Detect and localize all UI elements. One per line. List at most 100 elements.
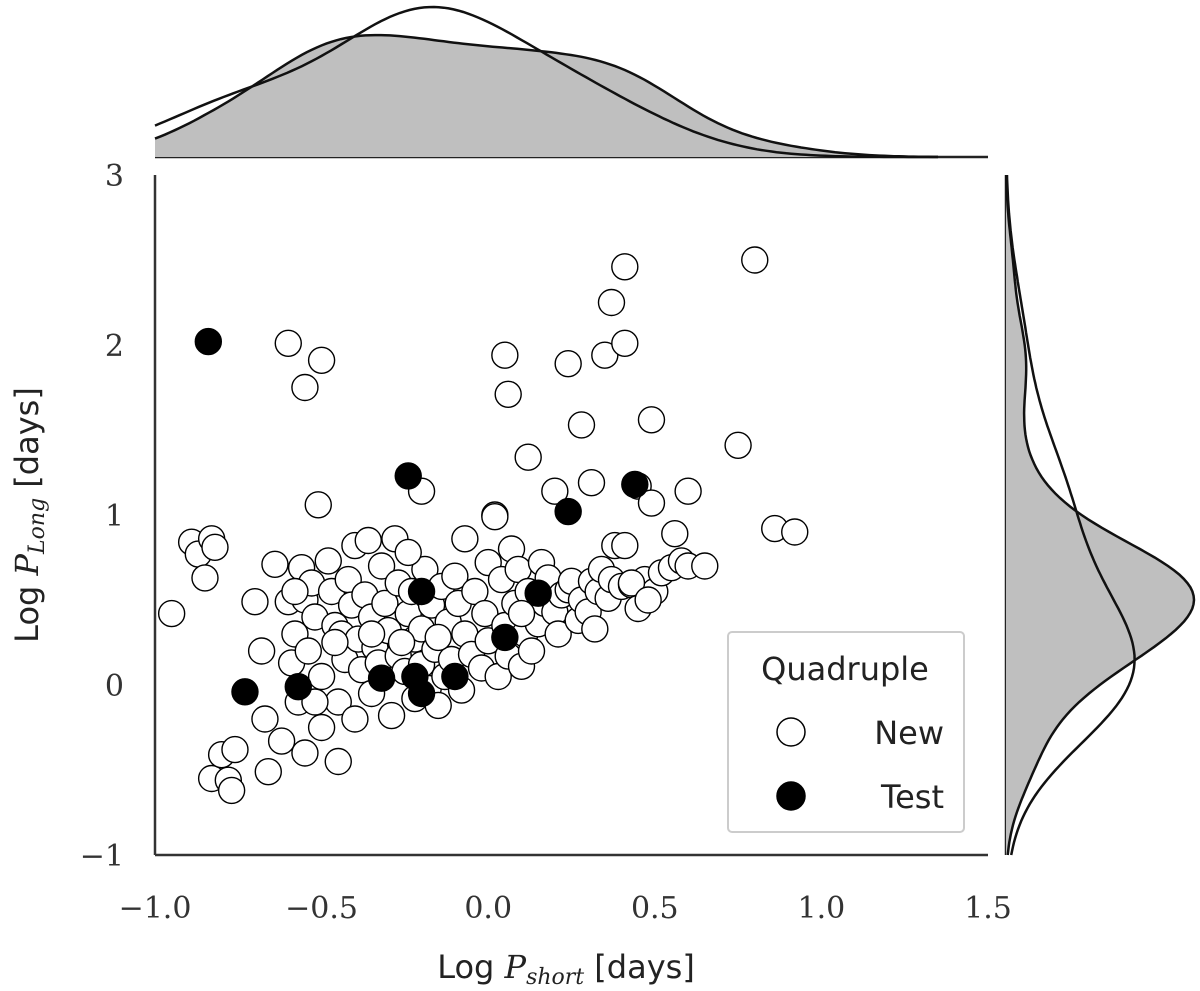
point-new [597, 288, 626, 317]
point-new [261, 550, 289, 578]
y-tick-label: 2 [105, 329, 124, 364]
point-new [691, 552, 719, 580]
point-test [367, 664, 396, 692]
point-new [637, 406, 666, 434]
y-axis-label-prefix: Log [8, 575, 46, 642]
legend-marker-new [776, 717, 806, 747]
legend-label-new: New [874, 714, 944, 752]
point-new [377, 701, 406, 730]
point-new [611, 329, 639, 357]
point-new [291, 739, 319, 767]
point-test [284, 673, 312, 701]
point-test [491, 623, 519, 652]
x-axis-label-subscript: short [526, 965, 584, 990]
x-axis-label: Log Pshort [days] [437, 948, 695, 990]
point-new [294, 637, 322, 665]
kde-line-test-y [1005, 174, 1136, 856]
point-new [267, 727, 296, 755]
point-new [281, 577, 309, 606]
point-new [371, 589, 399, 618]
point-new [307, 346, 336, 374]
point-new [554, 350, 582, 378]
point-new [544, 620, 572, 648]
point-new [304, 491, 332, 519]
point-new [481, 503, 509, 531]
kde-line-new-x [154, 33, 938, 159]
point-new [781, 518, 809, 546]
point-new [221, 735, 249, 764]
point-new [611, 531, 639, 560]
x-axis-label-prefix: Log [437, 948, 504, 986]
x-tick-label: 1.0 [798, 891, 846, 926]
main-axes: −1.0 −0.5 0.0 0.5 1.0 1.5 −1 0 1 2 3 [80, 159, 1012, 926]
point-new [451, 525, 479, 553]
point-new [611, 253, 639, 281]
point-new [314, 547, 342, 575]
y-tick-label: 3 [105, 159, 124, 194]
point-new [394, 538, 422, 567]
point-new [367, 552, 396, 580]
point-test [407, 577, 436, 606]
y-axis-label-subscript: Long [25, 498, 50, 555]
point-new [251, 705, 279, 733]
legend-label-test: Test [880, 778, 944, 816]
y-tick-label: 1 [105, 499, 124, 534]
point-new [741, 246, 769, 274]
point-new [517, 637, 546, 665]
point-new [241, 588, 269, 616]
point-new [661, 520, 689, 548]
point-new [441, 562, 469, 590]
point-new [191, 564, 219, 592]
point-new [217, 776, 246, 805]
point-new [724, 431, 752, 459]
y-axis-label-suffix: [days] [8, 387, 46, 498]
x-tick-label: −1.0 [119, 891, 192, 926]
y-axis-label-symbol: P [8, 553, 46, 576]
legend-marker-test [776, 781, 806, 811]
point-new [507, 599, 536, 628]
point-test [524, 579, 552, 607]
top-marginal-kde [154, 5, 988, 159]
legend-title: Quadruple [761, 650, 929, 688]
kde-fill-new-y [1006, 175, 1194, 855]
point-test [194, 327, 223, 356]
kde-line-test-x [154, 5, 938, 159]
point-new [321, 628, 349, 657]
point-new [541, 477, 569, 505]
point-new [157, 599, 186, 628]
kde-fill-new-x [155, 35, 938, 157]
point-new [291, 373, 319, 402]
point-new [514, 443, 542, 471]
scatter-points [157, 246, 809, 805]
point-new [307, 662, 336, 691]
point-new [201, 533, 229, 561]
point-test [407, 679, 436, 708]
right-marginal-kde [1004, 174, 1196, 856]
x-tick-label: −0.5 [285, 891, 358, 926]
point-new [577, 469, 606, 497]
point-test [554, 497, 582, 526]
point-new [471, 599, 499, 628]
point-new [274, 329, 302, 357]
point-new [491, 341, 519, 369]
point-test [441, 662, 469, 691]
x-tick-label: 0.5 [631, 891, 679, 926]
point-new [637, 489, 666, 517]
point-new [617, 569, 646, 597]
point-new [581, 615, 609, 643]
y-tick-label: 0 [105, 669, 124, 704]
point-test [621, 470, 649, 499]
x-axis-label-symbol: P [504, 948, 527, 986]
point-new [324, 747, 352, 776]
kde-line-new-y [1005, 174, 1196, 856]
point-new [247, 637, 276, 665]
point-new [254, 758, 282, 786]
point-new [387, 628, 416, 657]
legend: Quadruple New Test [727, 631, 965, 833]
point-new [494, 380, 522, 408]
point-test [231, 678, 259, 706]
point-new [674, 477, 702, 505]
point-test [394, 462, 422, 490]
y-tick-label: −1 [80, 839, 124, 874]
